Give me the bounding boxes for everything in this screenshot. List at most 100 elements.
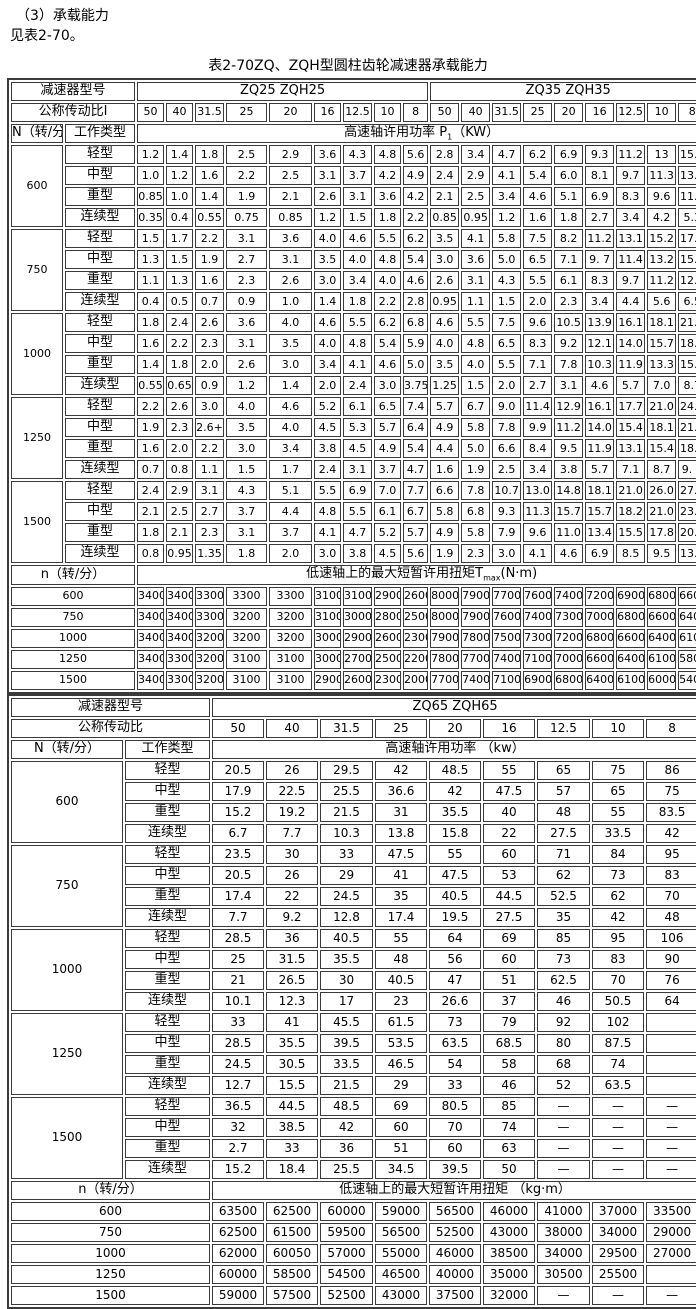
power-value-cell: 4.2: [403, 187, 429, 207]
power-value-cell: 8.3: [616, 187, 646, 207]
power-value-cell: 55: [375, 929, 428, 949]
torque-value-cell: 6600: [678, 587, 696, 607]
power-value-cell: 0.7: [195, 292, 225, 312]
worktype-cell: 中型: [65, 418, 136, 438]
power-value-cell: 63.5: [592, 1076, 645, 1096]
power-value-cell: 7.8: [554, 355, 584, 375]
power-value-cell: 79: [483, 1013, 536, 1033]
power-value-cell: 11.3: [678, 187, 696, 207]
worktype-cell: 中型: [65, 166, 136, 186]
torque-value-cell: 2800: [374, 608, 402, 628]
power-value-cell: 0.9: [195, 376, 225, 396]
power-value-cell: 17.4: [212, 887, 265, 907]
power-value-cell: 11.2: [616, 145, 646, 165]
torque-value-cell: 3100: [226, 650, 268, 670]
power-value-cell: 18.4: [266, 1160, 319, 1180]
worktype-cell: 连续型: [65, 292, 136, 312]
power-value-cell: 1.9: [461, 460, 491, 480]
power-row: 连续型 15.2 18.4 25.5 34.5 39.5 50— — —: [11, 1160, 696, 1180]
torque-value-cell: 46000: [429, 1244, 482, 1264]
power-value-cell: 35: [375, 887, 428, 907]
torque-value-cell: 3300: [269, 587, 313, 607]
power-value-cell: 5.4: [523, 166, 553, 186]
power-value-cell: 1.8: [226, 544, 268, 564]
power-value-cell: 6.8: [461, 502, 491, 522]
power-value-cell: 25.5: [320, 782, 374, 802]
power-value-cell: 47.5: [483, 782, 536, 802]
torque-speed-cell: 1000: [11, 629, 136, 649]
torque-value-cell: 3200: [195, 650, 225, 670]
power-row: 中型 1.6 2.2 2.3 3.1 3.5 4.0 4.8 5.4 5.9 4.0 4.8 6.5 8.…: [11, 334, 696, 354]
torque-value-cell: 3400: [137, 671, 165, 691]
ratio-cell: 50: [212, 719, 265, 739]
power-value-cell: 15.5: [266, 1076, 319, 1096]
power-value-cell: 7.4: [403, 397, 429, 417]
power-value-cell: 3.75: [403, 376, 429, 396]
power-value-cell: 2.6: [195, 313, 225, 333]
power-value-cell: 65: [537, 761, 591, 781]
power-value-cell: 2.5: [461, 187, 491, 207]
power-value-cell: 1.9: [195, 250, 225, 270]
power-value-cell: 20.2: [678, 523, 696, 543]
ratio-cell: 31.5: [195, 102, 225, 122]
power-value-cell: 18.3: [678, 439, 696, 459]
torque-value-cell: 7400: [461, 671, 491, 691]
worktype-cell: 重型: [65, 439, 136, 459]
power-value-cell: —: [537, 1160, 591, 1180]
power-value-cell: 10.7: [492, 481, 522, 501]
speed-cell: 600: [11, 145, 63, 228]
ratio-cell: 25: [523, 102, 553, 122]
power-value-cell: 13.1: [616, 439, 646, 459]
power-value-cell: 9.9: [523, 418, 553, 438]
torque-value-cell: 38500: [483, 1244, 536, 1264]
power-value-cell: 7.9: [492, 523, 522, 543]
worktype-cell: 中型: [125, 866, 211, 886]
torque-value-cell: 6100: [678, 629, 696, 649]
power-value-cell: 36: [266, 929, 319, 949]
power-value-cell: 4.6: [269, 397, 313, 417]
power-value-cell: 2.5: [269, 166, 313, 186]
power-value-cell: 9.3: [492, 502, 522, 522]
power-value-cell: 51: [375, 1139, 428, 1159]
power-value-cell: 6.1: [554, 271, 584, 291]
power-value-cell: 2.5: [226, 145, 268, 165]
power-value-cell: 75: [646, 782, 696, 802]
power-value-cell: 3.6: [269, 229, 313, 249]
power-row: 中型 25 31.5 35.5 48 56 60 73 83 90: [11, 950, 696, 970]
power-value-cell: —: [646, 1118, 696, 1138]
power-value-cell: 2.8: [403, 292, 429, 312]
power-value-cell: 17.8: [647, 523, 677, 543]
torque-value-cell: 32000: [483, 1286, 536, 1306]
power-value-cell: 11.9: [616, 355, 646, 375]
power-value-cell: 95: [646, 845, 696, 865]
power-value-cell: 1.4: [269, 376, 313, 396]
power-row: 中型 1.3 1.5 1.9 2.7 3.1 3.5 4.0 4.8 5.4 3.0 3.6 5.0 6.…: [11, 250, 696, 270]
power-value-cell: 4.8: [374, 145, 402, 165]
power-value-cell: 39.5: [320, 1034, 374, 1054]
power-value-cell: 5.6: [403, 145, 429, 165]
power-value-cell: 3.1: [461, 271, 491, 291]
power-value-cell: 13.0: [523, 481, 553, 501]
torque-value-cell: 2700: [343, 650, 373, 670]
torque-value-cell: 6900: [616, 587, 646, 607]
power-value-cell: 4.6: [343, 229, 373, 249]
power-value-cell: 15.2: [212, 1160, 265, 1180]
speed-cell: 1500: [11, 1097, 123, 1180]
power-value-cell: 46: [483, 1076, 536, 1096]
torque-value-cell: 8000: [430, 608, 460, 628]
worktype-cell: 重型: [125, 1139, 211, 1159]
power-value-cell: 4.3: [226, 481, 268, 501]
power-value-cell: 0.85: [430, 208, 460, 228]
power-value-cell: 4.7: [403, 460, 429, 480]
power-row: 中型 28.5 35.5 39.5 53.5 63.5 68.5 80 87.5: [11, 1034, 696, 1054]
power-value-cell: 70: [646, 887, 696, 907]
power-value-cell: 5.8: [461, 523, 491, 543]
ratio-cell: 10: [647, 102, 677, 122]
power-value-cell: 29.5: [320, 761, 374, 781]
torque-value-cell: 60000: [212, 1265, 265, 1285]
torque-value-cell: 7000: [554, 650, 584, 670]
torque-value-cell: 3000: [314, 650, 342, 670]
ratio-cell: 31.5: [492, 102, 522, 122]
power-value-cell: 4.6: [314, 313, 342, 333]
torque-row: 6003400340033003300330031003100290026008…: [11, 587, 696, 607]
